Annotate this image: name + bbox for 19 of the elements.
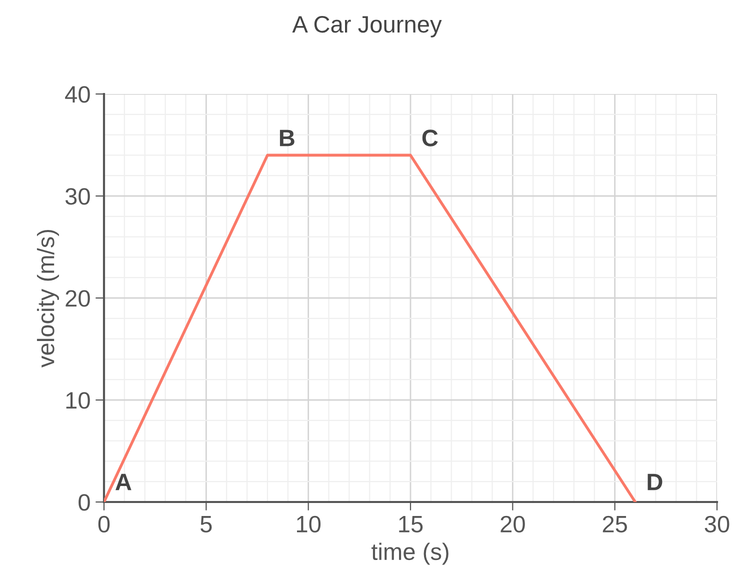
- annotation: A: [116, 474, 132, 490]
- x-tick-label: 5: [200, 516, 212, 533]
- y-tick-label: 30: [65, 188, 90, 205]
- annotation: B: [280, 130, 294, 146]
- chart-title: A Car Journey: [292, 16, 442, 38]
- x-tick-label: 10: [297, 516, 321, 533]
- x-tick-label: 20: [500, 516, 525, 533]
- x-tick-label: 0: [98, 516, 110, 533]
- x-axis-title: time (s): [372, 542, 448, 565]
- x-tick-label: 15: [399, 516, 423, 533]
- y-axis-title: velocity (m/s): [36, 230, 59, 368]
- y-tick-label: 0: [78, 494, 90, 511]
- y-tick-label: 40: [65, 86, 90, 103]
- y-tick-label: 20: [66, 290, 90, 307]
- x-tick-label: 25: [602, 516, 627, 533]
- annotation: D: [648, 474, 662, 490]
- x-tick-label: 30: [704, 516, 730, 533]
- y-tick-label: 10: [66, 392, 90, 409]
- annotation: C: [422, 130, 438, 146]
